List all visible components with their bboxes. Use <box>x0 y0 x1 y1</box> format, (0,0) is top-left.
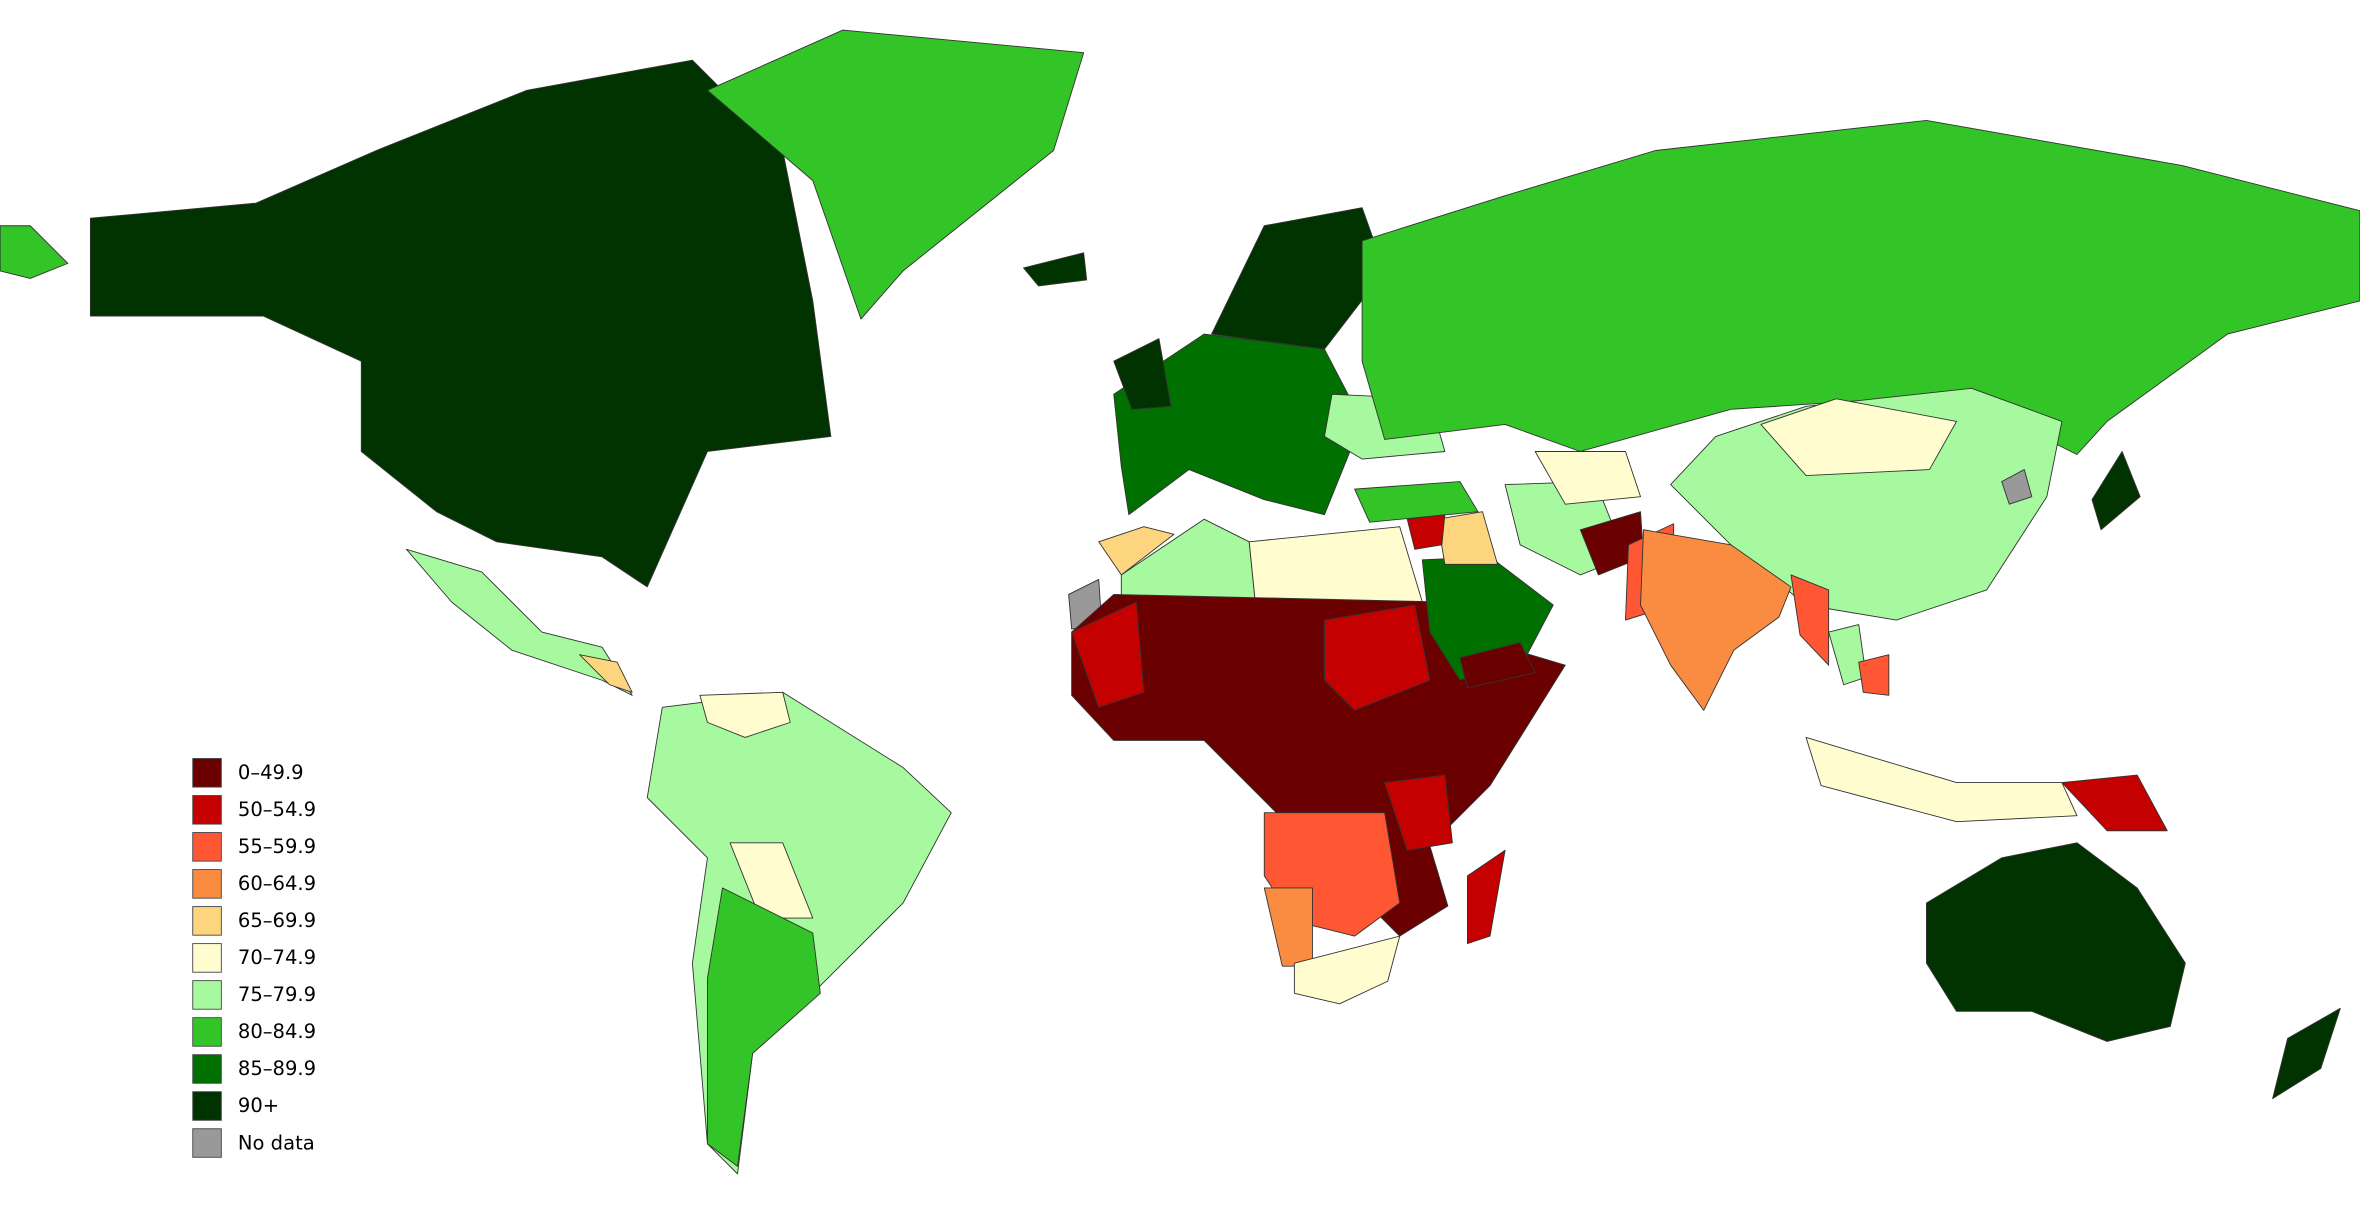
uk-ireland <box>1113 338 1172 410</box>
regions <box>0 29 2360 1175</box>
legend-swatch <box>192 1017 222 1047</box>
legend-label: 60–64.9 <box>238 872 316 895</box>
honduras <box>579 654 633 693</box>
legend-swatch <box>192 795 222 825</box>
cambodia <box>1858 654 1890 696</box>
legend-swatch <box>192 906 222 936</box>
legend-swatch <box>192 832 222 862</box>
myanmar <box>1790 574 1830 666</box>
central-asia-south <box>1534 451 1641 505</box>
india <box>1640 529 1792 711</box>
legend-label: 55–59.9 <box>238 835 316 858</box>
legend-swatch <box>192 1054 222 1084</box>
venezuela <box>699 691 791 738</box>
central-america <box>405 548 633 696</box>
sudan <box>1324 604 1431 711</box>
north-korea <box>2001 469 2033 505</box>
scandinavia <box>1211 207 1386 350</box>
europe <box>1113 333 1363 516</box>
indonesia <box>1805 736 2078 823</box>
west-africa <box>1071 601 1145 708</box>
madagascar <box>1466 849 1506 945</box>
legend-swatch <box>192 943 222 973</box>
new-zealand <box>2272 1007 2341 1100</box>
legend-label: 70–74.9 <box>238 946 316 969</box>
legend-label: 90+ <box>238 1094 279 1117</box>
yemen <box>1459 642 1536 689</box>
legend-label: 80–84.9 <box>238 1020 316 1043</box>
legend-label: 85–89.9 <box>238 1057 316 1080</box>
australia <box>1926 842 2186 1042</box>
legend-label: 50–54.9 <box>238 798 316 821</box>
legend-label: 75–79.9 <box>238 983 316 1006</box>
tanzania <box>1384 774 1453 851</box>
legend-swatch <box>192 980 222 1010</box>
greenland <box>706 29 1085 320</box>
legend-swatch <box>192 758 222 788</box>
legend-swatch <box>192 869 222 899</box>
south-africa <box>1293 935 1401 1005</box>
argentina-chile <box>706 887 821 1167</box>
syria <box>1406 514 1446 550</box>
china <box>1670 387 2063 621</box>
legend: 0–49.9 50–54.9 55–59.9 60–64.9 65–69.9 70–74.… <box>192 758 316 1158</box>
morocco <box>1098 526 1175 576</box>
iraq <box>1436 511 1498 565</box>
papua-new-guinea <box>2061 774 2168 832</box>
north-america <box>89 59 832 588</box>
namibia <box>1263 887 1313 967</box>
japan <box>2091 451 2141 531</box>
russia-central-asia <box>1361 119 2360 455</box>
bolivia <box>729 842 814 919</box>
iceland <box>1023 252 1088 287</box>
legend-label: 0–49.9 <box>238 761 304 784</box>
chukotka <box>0 225 69 279</box>
legend-label: No data <box>238 1131 315 1154</box>
mongolia <box>1760 398 1958 477</box>
legend-swatch <box>192 1128 222 1158</box>
turkey <box>1354 481 1479 523</box>
legend-swatch <box>192 1091 222 1121</box>
legend-label: 65–69.9 <box>238 909 316 932</box>
